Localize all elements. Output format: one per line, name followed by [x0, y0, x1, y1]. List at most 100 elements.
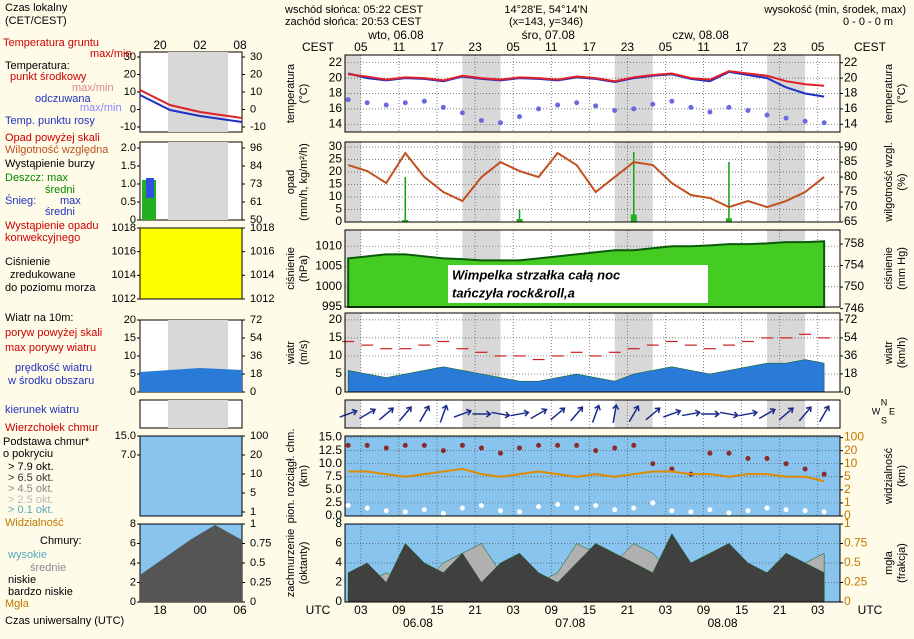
point: [478, 503, 484, 509]
legend-label: Temperatura:: [5, 60, 70, 72]
y-tick-label: 2: [335, 575, 342, 589]
y2-tick-label: 0.5: [844, 555, 861, 569]
y2-tick-label: 54: [844, 330, 858, 344]
legend-label: Podstawa chmur*: [3, 436, 90, 448]
mini-y2-tick: 50: [250, 214, 262, 226]
cest-tick-label: 05: [354, 40, 368, 54]
y2-tick-label: 18: [844, 86, 858, 100]
axis-label: (km): [298, 465, 310, 487]
mini-y2-tick: -10: [250, 121, 266, 133]
point: [650, 500, 656, 506]
mini-y2-tick: 1: [250, 506, 256, 518]
annotation: tańczyła rock&roll,a: [452, 285, 575, 300]
mini-y-tick: 7.0: [121, 449, 136, 461]
night-band: [462, 142, 501, 222]
axis-label: (°C): [298, 84, 310, 104]
mini-bottom-tick: 00: [193, 603, 207, 617]
point: [402, 100, 408, 106]
legend-label: Opad powyżej skali: [5, 132, 100, 144]
y-tick-label: 16: [329, 101, 343, 115]
mini-y2-tick: 61: [250, 196, 262, 208]
point: [669, 508, 675, 514]
mini-panel: [139, 435, 243, 517]
y2-tick-label: 2: [844, 482, 851, 496]
mini-y-tick: -10: [120, 121, 136, 133]
point: [726, 510, 732, 516]
point: [383, 445, 389, 451]
wind-arrow: [738, 409, 759, 417]
wind-arrow: [681, 409, 701, 417]
point: [612, 445, 618, 451]
legend-label: Mgła: [5, 598, 30, 610]
legend-label: Deszcz: max: [5, 172, 68, 184]
legend-label: średni: [45, 184, 75, 196]
point: [631, 505, 637, 511]
point: [497, 120, 503, 126]
bar: [402, 220, 409, 222]
series-line: [347, 151, 825, 209]
mini-y2-tick: 100: [250, 430, 268, 442]
mini-y2-tick: 36: [250, 350, 262, 362]
point: [459, 505, 465, 511]
y-tick-label: 4: [335, 555, 342, 569]
axis-unit: UTC: [858, 603, 883, 617]
y2-tick-label: 100: [844, 430, 864, 444]
mini-y2-tick: 30: [250, 51, 262, 63]
legend-label: Wiatr na 10m:: [5, 312, 73, 324]
utc-tick-label: 03: [506, 603, 520, 617]
legend-label: > 6.5 okt.: [8, 472, 54, 484]
cest-tick-label: 17: [430, 40, 444, 54]
mini-y2-tick: 0: [250, 103, 256, 115]
wind-arrow: [628, 405, 640, 423]
sample-cloud: [140, 525, 242, 602]
mini-y-tick: 1016: [112, 246, 136, 258]
mini-y-tick: 10: [124, 350, 136, 362]
mini-bottom-tick: 18: [153, 603, 167, 617]
legend-label: prędkość wiatru: [15, 362, 92, 374]
point: [421, 442, 427, 448]
mini-y-tick: 0: [130, 103, 136, 115]
y-tick-label: 18: [329, 86, 343, 100]
wind-arrow: [339, 408, 358, 418]
grid-point: (x=143, y=346): [509, 16, 583, 28]
y-tick-label: 20: [329, 70, 343, 84]
y2-tick-label: 1: [844, 516, 851, 530]
wind-arrow: [700, 410, 721, 418]
mini-y2-tick: 72: [250, 314, 262, 326]
legend-label: kierunek wiatru: [5, 404, 79, 416]
y-tick-label: 25: [329, 152, 343, 166]
utc-tick-label: 09: [697, 603, 711, 617]
mini-y2-tick: 0.25: [250, 576, 271, 588]
cest-tick-label: 23: [468, 40, 482, 54]
y-tick-label: 14: [329, 116, 343, 130]
point: [726, 104, 732, 110]
point: [345, 442, 351, 448]
point: [364, 505, 370, 511]
point: [745, 508, 751, 514]
point: [650, 101, 656, 107]
series-area: [347, 359, 825, 393]
legend-label: Wilgotność względna: [5, 144, 109, 156]
y-tick-label: 0: [335, 594, 342, 608]
utc-tick-label: 03: [659, 603, 673, 617]
mini-y2-tick: 1018: [250, 222, 274, 234]
day-header: czw, 08.08: [672, 28, 729, 42]
y2-tick-label: 65: [844, 214, 858, 228]
wind-arrow: [419, 405, 431, 423]
day-label: 06.08: [403, 616, 433, 630]
y-tick-label: 30: [329, 139, 343, 153]
mini-night: [168, 52, 228, 132]
y-tick-label: 995: [322, 299, 342, 313]
axis-label: ciśnienie: [285, 247, 297, 290]
series-line: [348, 70, 825, 87]
point: [517, 509, 523, 515]
point: [421, 507, 427, 513]
axis-label: (frakcja): [896, 543, 908, 583]
point: [517, 114, 523, 120]
y2-tick-label: 0: [844, 384, 851, 398]
legend-label: wysokie: [7, 549, 47, 561]
legend-label: w środku obszaru: [7, 375, 94, 387]
utc-tick-label: 09: [545, 603, 559, 617]
point: [764, 505, 770, 511]
mini-y-tick: 1.5: [121, 160, 136, 172]
